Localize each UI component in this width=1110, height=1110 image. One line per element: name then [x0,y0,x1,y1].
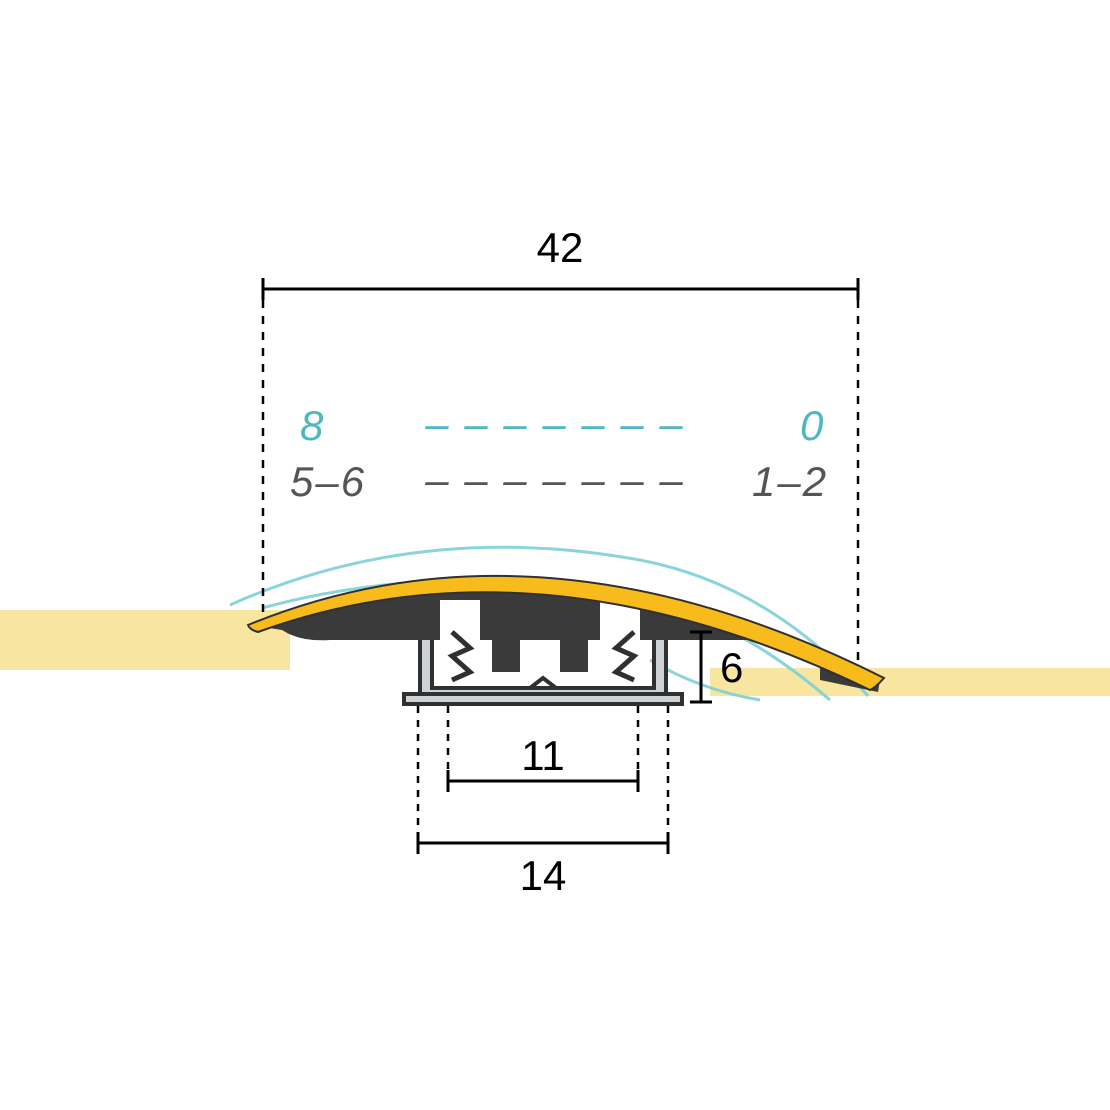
dim-right-6 [690,632,712,702]
label-top-42: 42 [537,224,584,271]
label-bottom-14: 14 [520,852,567,899]
label-left-teal: 8 [300,402,325,449]
label-left-gray: 5‒6 [290,458,366,505]
teal-dashes: ‒ ‒ ‒ ‒ ‒ ‒ ‒ [424,400,685,447]
sub-channel [404,632,682,704]
label-right-teal: 0 [800,402,825,449]
gray-dashes: ‒ ‒ ‒ ‒ ‒ ‒ ‒ [424,456,685,503]
label-right-6: 6 [720,644,743,691]
label-right-gray: 1‒2 [752,458,828,505]
floor-left [0,610,290,670]
cross-section-diagram: 42 8 ‒ ‒ ‒ ‒ ‒ ‒ ‒ 0 5‒6 ‒ ‒ ‒ ‒ ‒ ‒ ‒ 1… [0,0,1110,1110]
label-bottom-11: 11 [521,732,565,779]
floor-right [710,668,1110,696]
